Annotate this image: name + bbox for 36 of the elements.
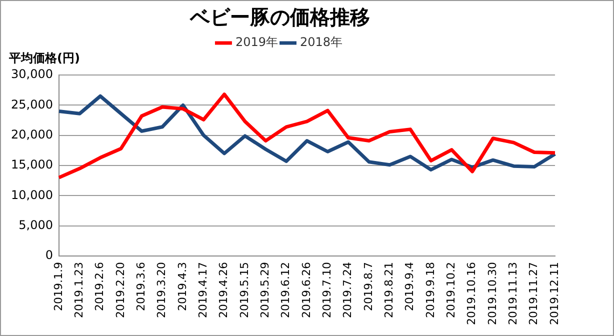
y-tick-label: 5,000 bbox=[18, 218, 53, 232]
y-tick-label: 0 bbox=[45, 248, 53, 262]
y-tick-label: 20,000 bbox=[10, 127, 53, 142]
x-tick-label: 2019.10.2 bbox=[444, 262, 458, 318]
x-tick-label: 2019.12.11 bbox=[548, 262, 561, 326]
x-tick-label: 2019.11.13 bbox=[506, 262, 520, 326]
x-tick-label: 2019.8.7 bbox=[362, 262, 375, 312]
x-tick-label: 2019.10.16 bbox=[465, 262, 478, 326]
x-tick-label: 2019.3.6 bbox=[134, 262, 148, 312]
x-tick-label: 2019.11.27 bbox=[527, 262, 540, 326]
x-tick-label: 2019.1.9 bbox=[52, 262, 65, 312]
x-tick-label: 2019.5.29 bbox=[258, 262, 272, 318]
x-tick-label: 2019.2.20 bbox=[114, 262, 127, 318]
x-tick-label: 2019.7.24 bbox=[341, 262, 354, 318]
x-tick-label: 2019.1.23 bbox=[72, 262, 86, 318]
x-tick-label: 2019.4.17 bbox=[196, 262, 210, 318]
x-tick-label: 2019.6.26 bbox=[300, 262, 313, 318]
x-tick-label: 2019.10.30 bbox=[486, 262, 499, 326]
x-tick-label: 2019.4.26 bbox=[217, 262, 230, 318]
y-tick-label: 10,000 bbox=[10, 188, 53, 202]
x-tick-label: 2019.5.15 bbox=[238, 262, 251, 318]
y-tick-label: 15,000 bbox=[10, 158, 53, 172]
x-tick-label: 2019.8.21 bbox=[382, 262, 396, 318]
y-tick-label: 25,000 bbox=[10, 97, 53, 112]
x-tick-label: 2019.9.18 bbox=[424, 262, 437, 318]
x-tick-label: 2019.9.4 bbox=[403, 262, 416, 312]
y-axis-title: 平均価格(円) bbox=[8, 51, 80, 66]
y-tick-label: 30,000 bbox=[10, 67, 53, 82]
x-tick-label: 2019.3.20 bbox=[155, 262, 168, 318]
x-tick-label: 2019.2.6 bbox=[93, 262, 106, 312]
x-tick-label: 2019.7.10 bbox=[320, 262, 334, 318]
legend-label: 2019年 bbox=[235, 35, 278, 50]
x-tick-label: 2019.4.3 bbox=[176, 262, 189, 312]
x-tick-label: 2019.6.12 bbox=[279, 262, 292, 318]
chart-title: ベビー豚の価格推移 bbox=[189, 5, 370, 30]
legend-label: 2018年 bbox=[300, 35, 343, 50]
